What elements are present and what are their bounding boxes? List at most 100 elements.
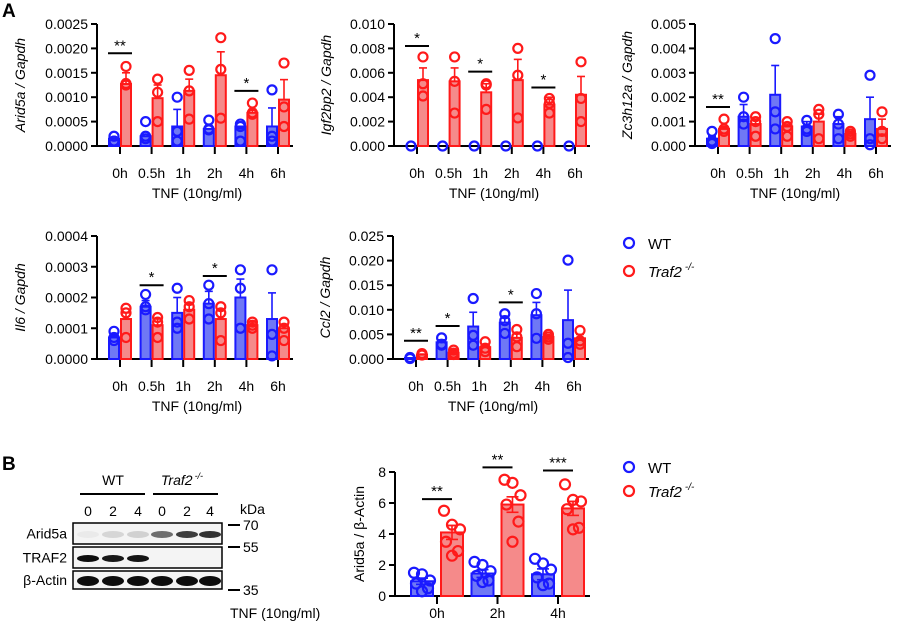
data-point-traf2 <box>574 335 586 347</box>
data-point-wt <box>171 322 183 334</box>
x-tick-label: 6h <box>567 165 583 181</box>
significance-label: * <box>508 286 514 303</box>
data-point-traf2 <box>183 313 195 325</box>
y-axis-label: Arid5a / β-Actin <box>351 486 367 582</box>
significance-label: * <box>414 30 420 47</box>
data-point-traf2 <box>416 349 428 361</box>
y-tick-label: 0.005 <box>349 326 384 342</box>
data-point-traf2 <box>152 86 164 98</box>
data-point-wt <box>140 304 152 316</box>
y-tick-label: 0.0020 <box>45 40 88 56</box>
x-axis-label: TNF (10ng/ml) <box>230 605 320 621</box>
wb-lane-label: 4 <box>134 503 142 519</box>
y-tick-label: 0.020 <box>349 253 384 269</box>
data-point-traf2 <box>575 92 587 105</box>
x-tick-label: 0h <box>112 378 128 394</box>
x-tick-label: 0.5h <box>138 378 165 394</box>
data-point-wt <box>203 313 215 325</box>
data-point-traf2 <box>749 115 762 128</box>
wb-band <box>127 531 149 538</box>
data-point-wt <box>737 118 750 130</box>
x-tick-label: 2h <box>207 165 223 181</box>
data-point-wt <box>530 571 544 584</box>
x-tick-label: 4h <box>535 378 551 394</box>
data-point-traf2 <box>449 107 461 119</box>
y-tick-label: 0.003 <box>651 65 686 81</box>
data-point-traf2 <box>445 549 459 562</box>
y-tick-label: 0.0015 <box>45 65 88 81</box>
data-point-traf2 <box>215 334 227 347</box>
x-tick-label: 2h <box>490 605 506 621</box>
data-point-wt <box>266 264 278 276</box>
x-tick-label: 2h <box>504 165 520 181</box>
wb-band <box>77 555 99 562</box>
x-axis-label: TNF (10ng/ml) <box>750 185 840 201</box>
data-point-traf2 <box>215 307 227 319</box>
data-point-traf2 <box>718 113 730 125</box>
wb-band <box>102 576 124 586</box>
data-point-traf2 <box>278 316 290 328</box>
y-tick-label: 0.000 <box>651 138 686 154</box>
wb-blot-Arid5a <box>72 522 223 545</box>
data-point-wt <box>467 339 479 351</box>
data-point-traf2 <box>876 133 888 145</box>
data-point-wt <box>140 133 152 145</box>
charts: 0.00000.00050.00100.00150.00200.0025Arid… <box>12 16 891 621</box>
data-point-traf2 <box>449 75 461 87</box>
x-tick-label: 2h <box>503 378 519 394</box>
significance-label: * <box>445 310 451 327</box>
western-blot: WT Traf2 -/- kDa 0 2 4 0 2 4Arid5aTRAF2β-Actin… <box>23 471 265 598</box>
data-point-traf2 <box>453 523 467 536</box>
x-tick-label: 2h <box>207 378 223 394</box>
wb-lane-label: 2 <box>183 503 191 519</box>
x-tick-label: 1h <box>471 378 487 394</box>
wb-lane-label: 4 <box>206 503 214 519</box>
bar-traf2 <box>480 91 493 147</box>
wb-band <box>176 576 198 586</box>
panel-label-a: A <box>2 1 16 22</box>
wb-lane-label: 2 <box>109 503 117 519</box>
data-point-traf2 <box>152 311 164 324</box>
data-point-traf2 <box>215 112 227 124</box>
data-point-traf2 <box>543 92 556 105</box>
data-point-traf2 <box>511 341 523 353</box>
significance-label: ** <box>492 451 504 468</box>
data-point-wt <box>864 133 876 145</box>
data-point-traf2 <box>575 115 587 128</box>
data-point-wt <box>476 558 489 572</box>
data-point-traf2 <box>514 489 527 502</box>
data-point-traf2 <box>278 322 290 334</box>
data-point-wt <box>234 120 246 133</box>
bar-traf2 <box>500 503 525 597</box>
significance-label: * <box>477 56 483 73</box>
data-point-wt <box>266 130 278 142</box>
data-point-wt <box>706 125 718 137</box>
data-point-wt <box>140 115 152 128</box>
y-tick-label: 0.015 <box>349 277 384 293</box>
y-tick-label: 0.0004 <box>45 228 88 244</box>
data-point-wt <box>563 140 575 152</box>
data-point-traf2 <box>558 478 572 491</box>
data-point-traf2 <box>449 51 461 63</box>
data-point-wt <box>530 332 543 344</box>
wb-band <box>127 576 149 586</box>
data-point-wt <box>769 106 781 118</box>
wb-band <box>102 531 124 538</box>
data-point-traf2 <box>844 130 857 142</box>
data-point-traf2 <box>183 301 195 313</box>
x-axis-label: TNF (10ng/ml) <box>448 398 538 414</box>
data-point-traf2 <box>749 130 762 142</box>
data-point-wt <box>706 137 718 150</box>
data-point-wt <box>415 585 429 598</box>
data-point-traf2 <box>417 90 429 102</box>
data-point-traf2 <box>574 495 588 508</box>
data-point-traf2 <box>120 302 132 314</box>
data-point-traf2 <box>417 78 429 90</box>
data-point-traf2 <box>813 103 825 116</box>
data-point-wt <box>737 111 750 123</box>
x-tick-label: 0h <box>112 165 128 181</box>
y-tick-label: 0.0010 <box>45 89 88 105</box>
y-tick-label: 0.002 <box>350 114 385 130</box>
data-point-wt <box>266 84 278 96</box>
chart-ccl2: 0.000 0.005 0.010 0.015 0.020 0.025 Ccl2 / Gap… <box>317 228 589 414</box>
